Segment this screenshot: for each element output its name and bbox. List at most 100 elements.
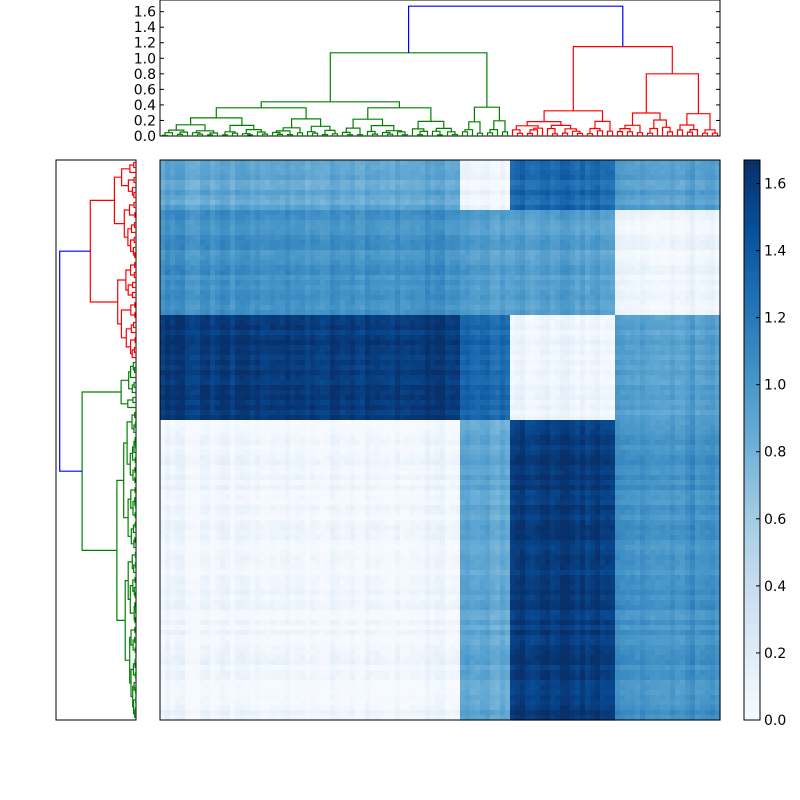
heatmap-cell [205,310,211,316]
heatmap-cell [550,185,556,191]
heatmap-cell [180,355,186,361]
heatmap-cell [305,365,311,371]
heatmap-cell [300,285,306,291]
heatmap-cell [585,350,591,356]
heatmap-cell [160,185,166,191]
heatmap-cell [180,270,186,276]
heatmap-cell [190,260,196,266]
heatmap-cell [520,185,526,191]
heatmap-cell [670,195,676,201]
heatmap-cell [635,170,641,176]
heatmap-cell [625,290,631,296]
heatmap-cell [315,280,321,286]
heatmap-cell [545,185,551,191]
heatmap-cell [395,300,401,306]
heatmap-cell [590,315,596,321]
heatmap-cell [175,325,181,331]
heatmap-cell [540,235,546,241]
heatmap-cell [565,340,571,346]
heatmap-cell [310,210,316,216]
heatmap-cell [525,205,531,211]
heatmap-cell [700,220,706,226]
heatmap-cell [195,185,201,191]
heatmap-cell [160,340,166,346]
heatmap-cell [555,335,561,341]
heatmap-cell [705,265,711,271]
heatmap-cell [445,185,451,191]
heatmap-cell [680,335,686,341]
heatmap-cell [245,255,251,261]
heatmap-cell [540,255,546,261]
heatmap-cell [600,305,606,311]
heatmap-cell [295,190,301,196]
heatmap-cell [305,320,311,326]
heatmap-cell [410,195,416,201]
heatmap-cell [525,220,531,226]
heatmap-cell [520,210,526,216]
heatmap-cell [230,340,236,346]
heatmap-cell [275,240,281,246]
heatmap-cell [565,180,571,186]
heatmap-cell [305,290,311,296]
heatmap-cell [305,265,311,271]
heatmap-cell [445,325,451,331]
heatmap-cell [345,305,351,311]
heatmap-cell [215,185,221,191]
heatmap-cell [455,365,461,371]
heatmap-cell [630,270,636,276]
heatmap-cell [245,320,251,326]
heatmap-cell [435,355,441,361]
heatmap-cell [620,285,626,291]
heatmap-cell [205,205,211,211]
heatmap-cell [705,245,711,251]
heatmap-cell [650,295,656,301]
heatmap-cell [365,255,371,261]
heatmap-cell [355,175,361,181]
heatmap-cell [165,205,171,211]
heatmap-cell [580,350,586,356]
heatmap-cell [235,310,241,316]
heatmap-cell [240,265,246,271]
heatmap-cell [495,270,501,276]
heatmap-cell [530,190,536,196]
heatmap-cell [515,220,521,226]
heatmap-cell [425,220,431,226]
heatmap-cell [255,315,261,321]
heatmap-cell [370,220,376,226]
heatmap-cell [250,175,256,181]
heatmap-cell [395,295,401,301]
heatmap-cell [385,365,391,371]
heatmap-cell [170,345,176,351]
heatmap-cell [325,340,331,346]
heatmap-cell [470,275,476,281]
heatmap-cell [375,160,381,166]
heatmap-cell [215,240,221,246]
heatmap-cell [595,310,601,316]
heatmap-cell [510,350,516,356]
heatmap-cell [165,285,171,291]
heatmap-cell [545,225,551,231]
heatmap-cell [400,235,406,241]
heatmap-cell [230,365,236,371]
heatmap-cell [275,255,281,261]
heatmap-cell [670,230,676,236]
heatmap-cell [680,310,686,316]
heatmap-cell [480,290,486,296]
heatmap-cell [245,290,251,296]
heatmap-cell [590,290,596,296]
heatmap-cell [340,265,346,271]
heatmap-cell [505,235,511,241]
heatmap-cell [715,295,721,301]
heatmap-cell [660,345,666,351]
heatmap-cell [660,245,666,251]
heatmap-cell [355,315,361,321]
heatmap-cell [575,365,581,371]
heatmap-cell [345,260,351,266]
heatmap-cell [270,200,276,206]
heatmap-cell [410,335,416,341]
heatmap-cell [505,305,511,311]
heatmap-cell [300,230,306,236]
heatmap-cell [695,160,701,166]
heatmap-cell [355,170,361,176]
heatmap-cell [175,225,181,231]
